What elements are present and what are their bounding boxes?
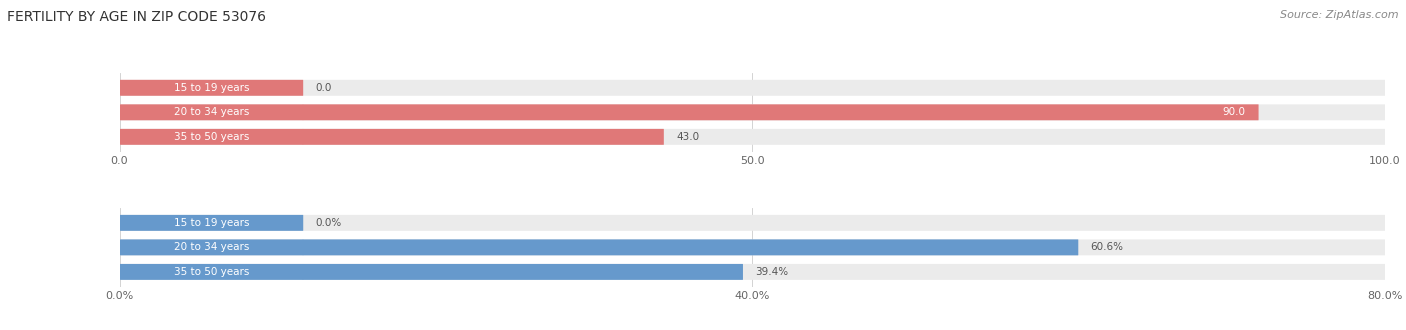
- Text: 20 to 34 years: 20 to 34 years: [173, 242, 249, 252]
- Text: 0.0%: 0.0%: [316, 218, 342, 228]
- FancyBboxPatch shape: [302, 264, 742, 280]
- Text: 20 to 34 years: 20 to 34 years: [173, 107, 249, 117]
- FancyBboxPatch shape: [120, 80, 1385, 96]
- FancyBboxPatch shape: [302, 239, 1078, 255]
- Text: 0.0: 0.0: [315, 83, 332, 93]
- FancyBboxPatch shape: [302, 129, 664, 145]
- FancyBboxPatch shape: [120, 80, 304, 96]
- FancyBboxPatch shape: [120, 239, 304, 255]
- Text: 60.6%: 60.6%: [1091, 242, 1123, 252]
- Text: Source: ZipAtlas.com: Source: ZipAtlas.com: [1281, 10, 1399, 20]
- Text: 39.4%: 39.4%: [755, 267, 789, 277]
- Text: 35 to 50 years: 35 to 50 years: [173, 267, 249, 277]
- Text: 15 to 19 years: 15 to 19 years: [173, 83, 249, 93]
- Text: 90.0: 90.0: [1223, 107, 1246, 117]
- Text: 15 to 19 years: 15 to 19 years: [173, 218, 249, 228]
- FancyBboxPatch shape: [120, 104, 1385, 120]
- FancyBboxPatch shape: [120, 215, 1385, 231]
- Text: FERTILITY BY AGE IN ZIP CODE 53076: FERTILITY BY AGE IN ZIP CODE 53076: [7, 10, 266, 24]
- FancyBboxPatch shape: [120, 129, 304, 145]
- FancyBboxPatch shape: [120, 239, 1385, 255]
- FancyBboxPatch shape: [302, 104, 1258, 120]
- FancyBboxPatch shape: [120, 104, 304, 120]
- FancyBboxPatch shape: [120, 215, 304, 231]
- Text: 43.0: 43.0: [676, 132, 699, 142]
- FancyBboxPatch shape: [120, 264, 1385, 280]
- FancyBboxPatch shape: [120, 264, 304, 280]
- Text: 35 to 50 years: 35 to 50 years: [173, 132, 249, 142]
- FancyBboxPatch shape: [120, 129, 1385, 145]
